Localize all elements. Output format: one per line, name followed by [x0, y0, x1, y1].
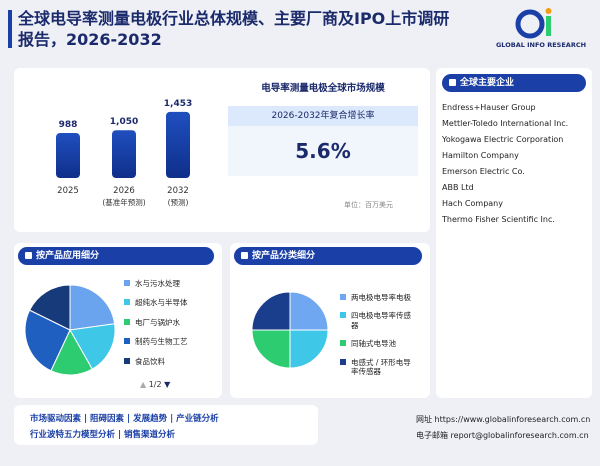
legend: 水与污水处理 超纯水与半导体 电厂与锅炉水 制药与生物工艺 食品饮料 — [124, 279, 219, 376]
legend-swatch — [340, 340, 346, 347]
logo-mark — [546, 16, 551, 36]
legend-swatch — [340, 358, 346, 365]
legend-swatch — [124, 280, 130, 286]
pie-slice — [251, 329, 291, 369]
legend-item: 水与污水处理 — [124, 279, 219, 288]
x-tick-label: 2025 — [57, 186, 79, 196]
cagr-value: 5.6% — [228, 126, 418, 176]
legend-item: 电厂与锅炉水 — [124, 318, 219, 327]
pie-slice — [28, 284, 71, 331]
link[interactable]: 发展趋势 — [133, 414, 168, 424]
legend-item: 同轴式电导池 — [340, 339, 418, 348]
pie-chart — [251, 291, 329, 369]
pie-panel: 按产品分类细分 两电极电导率电极四电极电导率传感器同轴式电导池电感式 / 环形电… — [230, 243, 430, 398]
cagr-label: 2026-2032年复合增长率 — [228, 106, 418, 126]
x-tick-label: 2032 — [167, 186, 189, 196]
pie-panel: 按产品应用细分 水与污水处理 超纯水与半导体 电厂与锅炉水 制药与生物工艺 食品饮料 ▲… — [14, 243, 222, 398]
pie-slice — [69, 284, 116, 331]
legend-swatch — [124, 357, 130, 364]
next-page[interactable]: ▼ — [164, 380, 171, 389]
value-label: 1,050 — [110, 117, 138, 127]
pie-slice — [24, 309, 71, 372]
company: Mettler-Toledo International Inc. — [442, 119, 569, 128]
legend-label: 超纯水与半导体 — [135, 298, 188, 308]
legend: 两电极电导率电极四电极电导率传感器同轴式电导池电感式 / 环形电导率传感器 — [340, 293, 418, 385]
bar-chart: 988 2025 1,050 2026(基准年预测) 1,453 2032(预测) — [56, 99, 192, 207]
link-row: 市场驱动因素 | 阻碍因素 | 发展趋势 | 产业链分析 — [30, 414, 219, 424]
bar — [56, 133, 80, 178]
x-tick-note: (基准年预测) — [102, 197, 145, 207]
pie-slice — [69, 323, 116, 370]
pie-chart — [24, 284, 116, 376]
website-label: 网址 — [416, 415, 432, 424]
value-label: 988 — [59, 120, 78, 130]
logo: GLOBAL INFO RESEARCH — [496, 8, 586, 49]
market-panel: 988 2025 1,050 2026 (基准年预测) 1,453 2032 (预测) 电导率… — [14, 68, 430, 232]
title-bar — [8, 10, 12, 48]
companies-title: 全球主要企业 — [442, 74, 586, 92]
website-url[interactable]: https://www.globalinforesearch.com.cn — [434, 415, 591, 424]
company-list: Endress+Hauser Group Mettler-Toledo Inter… — [442, 100, 568, 228]
logo-mark — [545, 8, 552, 14]
legend-label: 电厂与锅炉水 — [135, 317, 180, 327]
legend-label: 制药与生物工艺 — [135, 337, 188, 347]
logo-text: GLOBAL INFO RESEARCH — [496, 41, 586, 49]
legend-item: 两电极电导率电极 — [340, 293, 418, 302]
pie-slice — [289, 329, 329, 369]
legend-label: 四电极电导率传感器 — [351, 311, 411, 330]
company: Yokogawa Electric Corporation — [442, 135, 564, 144]
legend-label: 食品饮料 — [135, 356, 165, 366]
email-address[interactable]: report@globalinforesearch.com.cn — [450, 431, 589, 440]
link[interactable]: 阻碍因素 — [90, 414, 125, 424]
legend-item: 四电极电导率传感器 — [340, 311, 418, 330]
legend-item: 制药与生物工艺 — [124, 337, 219, 346]
legend-label: 同轴式电导池 — [351, 339, 396, 349]
x-tick-label: 2026 — [113, 186, 135, 196]
legend-item: 超纯水与半导体 — [124, 298, 219, 307]
legend-item: 电感式 / 环形电导率传感器 — [340, 358, 418, 377]
company: ABB Ltd — [442, 183, 474, 192]
pager: ▲ 1/2 ▼ — [140, 380, 170, 389]
email: 电子邮箱 report@globalinforesearch.com.cn — [416, 430, 589, 441]
legend-item: 食品饮料 — [124, 357, 219, 366]
legend-label: 两电极电导率电极 — [351, 293, 411, 302]
pie-slice — [289, 291, 329, 331]
company: Hach Company — [442, 199, 503, 208]
link[interactable]: 产业链分析 — [176, 414, 219, 424]
legend-swatch — [124, 299, 130, 306]
unit: 单位：百万美元 — [344, 201, 393, 209]
legend-swatch — [340, 294, 346, 300]
legend-swatch — [124, 338, 130, 345]
pie-title: 按产品应用细分 — [18, 247, 214, 265]
prev-page[interactable]: ▲ — [140, 380, 147, 389]
page-title: 全球电导率测量电极行业总体规模、主要厂商及IPO上市调研报告，2026-2032 — [18, 9, 450, 49]
bar — [166, 111, 190, 178]
bar — [112, 130, 136, 178]
link[interactable]: 销售渠道分析 — [124, 430, 176, 440]
pie-title: 按产品分类细分 — [234, 247, 422, 265]
company: Endress+Hauser Group — [442, 103, 536, 112]
pie-slice — [251, 291, 291, 331]
logo-mark — [515, 9, 545, 39]
link-row: 行业波特五力模型分析 | 销售渠道分析 — [30, 430, 176, 440]
legend-swatch — [340, 312, 346, 319]
market-title: 电导率测量电极全球市场规模 — [261, 83, 385, 94]
company: Thermo Fisher Scientific Inc. — [442, 215, 555, 224]
legend-swatch — [124, 318, 130, 325]
links-panel: 市场驱动因素 | 阻碍因素 | 发展趋势 | 产业链分析 行业波特五力模型分析 … — [14, 405, 318, 445]
companies-panel: 全球主要企业 Endress+Hauser Group Mettler-Toled… — [436, 68, 592, 398]
email-label: 电子邮箱 — [416, 431, 448, 440]
link[interactable]: 行业波特五力模型分析 — [30, 430, 116, 440]
website: 网址 https://www.globalinforesearch.com.cn — [416, 414, 590, 425]
value-label: 1,453 — [164, 99, 192, 109]
x-tick-note: (预测) — [168, 197, 189, 207]
link[interactable]: 市场驱动因素 — [30, 414, 82, 424]
legend-label: 水与污水处理 — [135, 279, 180, 288]
company: Emerson Electric Co. — [442, 167, 525, 176]
company: Hamilton Company — [442, 151, 519, 160]
legend-label: 电感式 / 环形电导率传感器 — [351, 357, 411, 376]
page-number: 1/2 — [148, 380, 162, 389]
